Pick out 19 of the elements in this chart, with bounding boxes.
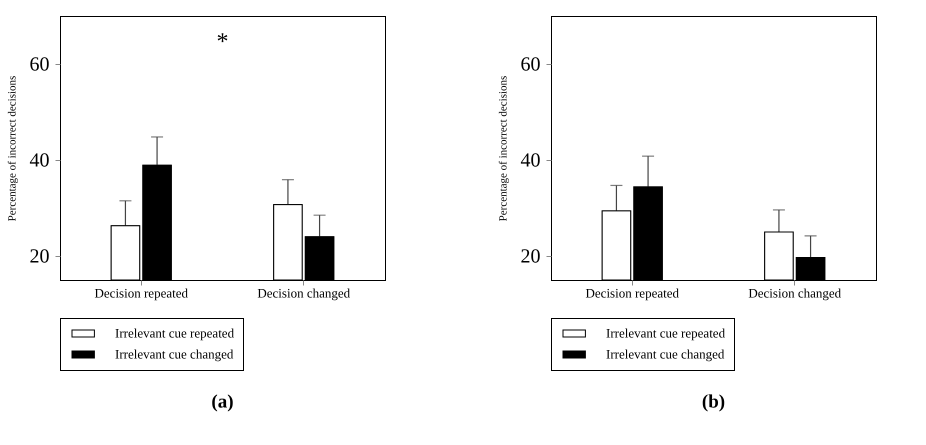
y-tick-label: 20 [520,246,540,268]
x-tick-label: Decision changed [257,286,351,300]
y-tick-label: 20 [30,246,50,268]
x-tick-label: Decision repeated [586,286,680,300]
legend-label: Irrelevant cue repeated [115,326,235,340]
y-tick-label: 40 [520,150,540,172]
y-tick-label: 40 [30,150,50,172]
text: (a) [211,392,234,412]
legend-label: Irrelevant cue repeated [606,326,726,340]
y-tick-label: 60 [30,54,50,76]
legend-label: Irrelevant cue changed [115,346,234,362]
y-tick-label: 60 [520,54,540,76]
y-axis-title: Percentage of incorrect decisions [6,76,18,222]
y-axis-title: Percentage of incorrect decisions [498,76,510,222]
text: (b) [702,392,726,412]
x-tick-label: Decision changed [748,286,842,300]
annotation: * [216,29,228,55]
x-tick-label: Decision repeated [94,286,188,300]
legend-label: Irrelevant cue changed [606,346,725,362]
